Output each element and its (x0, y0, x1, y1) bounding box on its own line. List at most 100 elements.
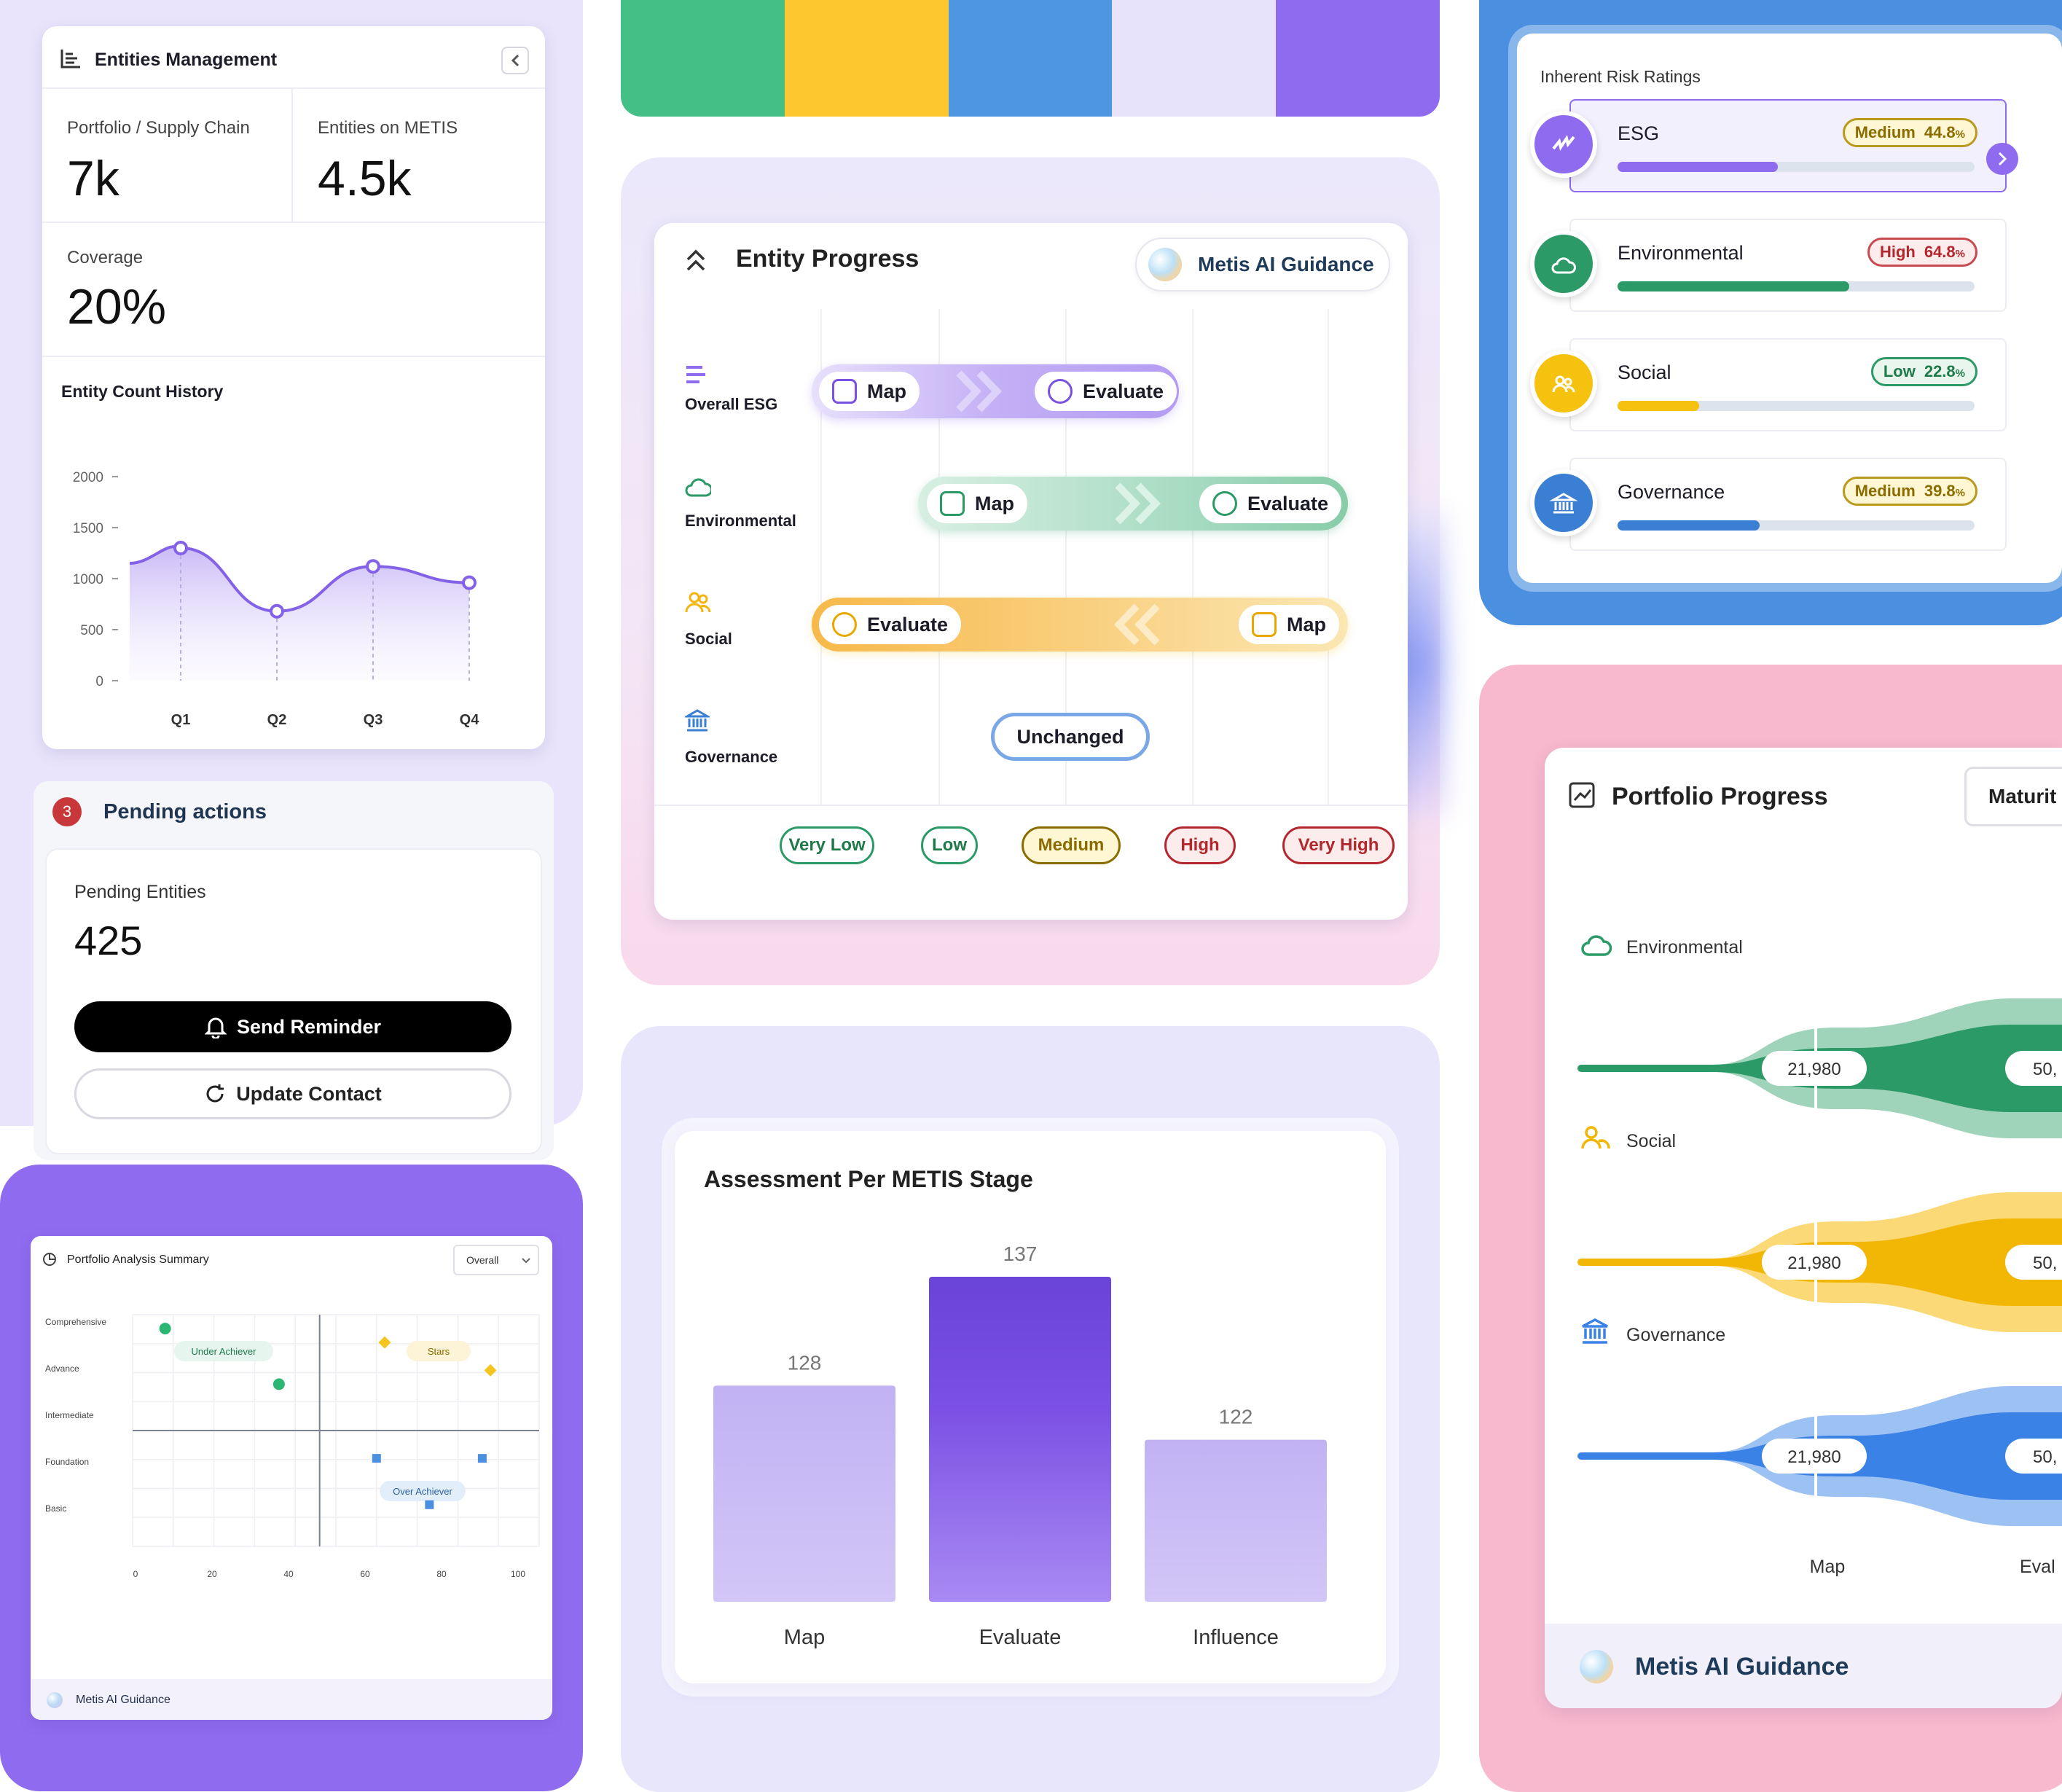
risk-bar-track (1618, 401, 1975, 411)
palette-swatch-blue (948, 0, 1113, 117)
cloud-icon-path (1581, 935, 1612, 956)
risk-level-badge: Medium 39.8% (1842, 477, 1977, 506)
chip-label: Map (867, 380, 906, 402)
portfolio-footer-label[interactable]: Metis AI Guidance (1635, 1653, 1849, 1681)
collapse-button[interactable] (501, 47, 529, 74)
people-icon (1581, 1126, 1610, 1149)
chip-evaluate[interactable]: Evaluate (1199, 484, 1342, 523)
risk-row-governance[interactable]: Governance Medium 39.8% (1569, 458, 2007, 551)
metis-guidance-button[interactable]: Metis AI Guidance (1135, 238, 1390, 292)
bell-icon (204, 1017, 227, 1038)
portfolio-progress-card: Portfolio Progress Maturit Environmental… (1545, 748, 2062, 1708)
y-tick-label: Advance (45, 1363, 79, 1374)
grid-line (1192, 309, 1193, 805)
bar (713, 1385, 895, 1602)
stat-label: Entities on METIS (318, 118, 458, 138)
risk-ratings-card: Inherent Risk Ratings ESG Medium 44.8% E… (1517, 34, 2062, 583)
risk-bar-track (1618, 520, 1975, 531)
entities-management-card: Entities Management Portfolio / Supply C… (42, 26, 545, 749)
chevrons-up-icon (686, 249, 705, 271)
evaluate-icon (832, 612, 857, 637)
value-pill-bg (2005, 1245, 2062, 1280)
flow-row-label: Environmental (1626, 937, 1743, 958)
value-pill: 21,980 (1787, 1447, 1840, 1467)
bank-icon (1530, 469, 1597, 536)
send-reminder-button[interactable]: Send Reminder (74, 1001, 511, 1052)
analysis-select[interactable]: Overall (453, 1245, 539, 1275)
chip-map[interactable]: Map (1239, 605, 1339, 644)
assessment-title: Assessment Per METIS Stage (704, 1166, 1033, 1192)
analysis-footer-label[interactable]: Metis AI Guidance (76, 1694, 170, 1706)
range-bar-overall: Map Evaluate (812, 364, 1179, 418)
y-tick-label: 2000 (73, 470, 103, 485)
cloud-icon (1530, 230, 1597, 297)
assessment-card: Assessment Per METIS Stage 128 Map 137 Eval… (675, 1131, 1386, 1683)
scatter-point-blue (477, 1454, 487, 1463)
scatter-point-yellow (484, 1363, 497, 1377)
risk-pct: 22.8% (1924, 362, 1965, 381)
chip-evaluate[interactable]: Evaluate (1035, 372, 1177, 411)
cloud-icon (685, 478, 711, 497)
risk-pct-value: 44.8 (1924, 123, 1956, 141)
quadrant-label: Stars (428, 1346, 450, 1357)
chip-evaluate[interactable]: Evaluate (819, 605, 962, 644)
risk-row-social[interactable]: Social Low 22.8% (1569, 338, 2007, 431)
refresh-icon (206, 1084, 224, 1103)
chevron-left-icon (511, 54, 520, 67)
risk-bar-fill (1618, 162, 1778, 172)
pending-entities-value: 425 (74, 917, 143, 963)
chip-map[interactable]: Map (819, 372, 920, 411)
y-tick-label: Foundation (45, 1457, 89, 1467)
y-tick-label: 1500 (73, 521, 103, 536)
row-label-environmental: Environmental (685, 512, 796, 530)
x-tick-label: Q1 (171, 712, 191, 728)
data-point (270, 603, 284, 619)
risk-name: Governance (1618, 481, 1725, 503)
analysis-footer: Metis AI Guidance (31, 1679, 552, 1720)
quadrant-label: Under Achiever (192, 1346, 257, 1357)
row-label-social: Social (685, 630, 732, 648)
portfolio-flow-chart: Environmental 21,980 50, Social 21,980 50, Gov… (1577, 935, 2062, 1577)
data-point (173, 541, 188, 555)
chip-label: Map (1287, 613, 1326, 635)
maturity-select[interactable]: Maturit (1964, 767, 2062, 826)
risk-bar-fill (1618, 281, 1849, 292)
value-pill: 21,980 (1787, 1060, 1840, 1079)
chart-title: Entity Count History (61, 382, 224, 401)
bank-icon (1582, 1318, 1608, 1344)
metis-guidance-label: Metis AI Guidance (1198, 253, 1374, 275)
bank-icon (685, 709, 710, 732)
risk-bar-fill (1618, 520, 1760, 531)
level-high: High (1164, 826, 1236, 864)
risk-name: Environmental (1618, 242, 1744, 264)
scatter-point-blue (425, 1500, 434, 1509)
risk-row-esg[interactable]: ESG Medium 44.8% (1569, 99, 2007, 192)
chip-label: Map (975, 492, 1014, 514)
row-label-governance: Governance (685, 748, 778, 766)
bar-value-label: 137 (1003, 1243, 1038, 1265)
risk-bar-track (1618, 281, 1975, 292)
quadrant-label-bg (407, 1341, 471, 1361)
quadrant-label-bg (380, 1481, 466, 1501)
portfolio-footer: Metis AI Guidance (1545, 1624, 2062, 1708)
pending-title: Pending actions (103, 800, 267, 823)
bank-icon-path (1582, 1318, 1608, 1344)
analysis-title: Portfolio Analysis Summary (67, 1253, 209, 1266)
palette-swatch-yellow (784, 0, 949, 117)
map-icon (1252, 612, 1277, 637)
risk-row-environmental[interactable]: Environmental High 64.8% (1569, 219, 2007, 312)
org-chart-icon (60, 50, 80, 69)
chip-map[interactable]: Map (927, 484, 1027, 523)
unchanged-chip[interactable]: Unchanged (991, 713, 1150, 761)
risk-bar-track (1618, 162, 1975, 172)
row-label-overall: Overall ESG (685, 395, 778, 413)
level-low: Low (921, 826, 978, 864)
update-contact-button[interactable]: Update Contact (74, 1068, 511, 1119)
next-arrow-button[interactable] (1986, 143, 2018, 175)
update-contact-label: Update Contact (236, 1082, 382, 1105)
x-axis-label: Map (1810, 1557, 1846, 1577)
evaluate-icon (1048, 379, 1073, 404)
portfolio-analysis-scatter: Comprehensive Advance Intermediate Foundati… (45, 1314, 540, 1579)
portfolio-analysis-card: Portfolio Analysis Summary Overall Compr… (31, 1236, 552, 1720)
chevrons-left-icon (1114, 603, 1160, 646)
